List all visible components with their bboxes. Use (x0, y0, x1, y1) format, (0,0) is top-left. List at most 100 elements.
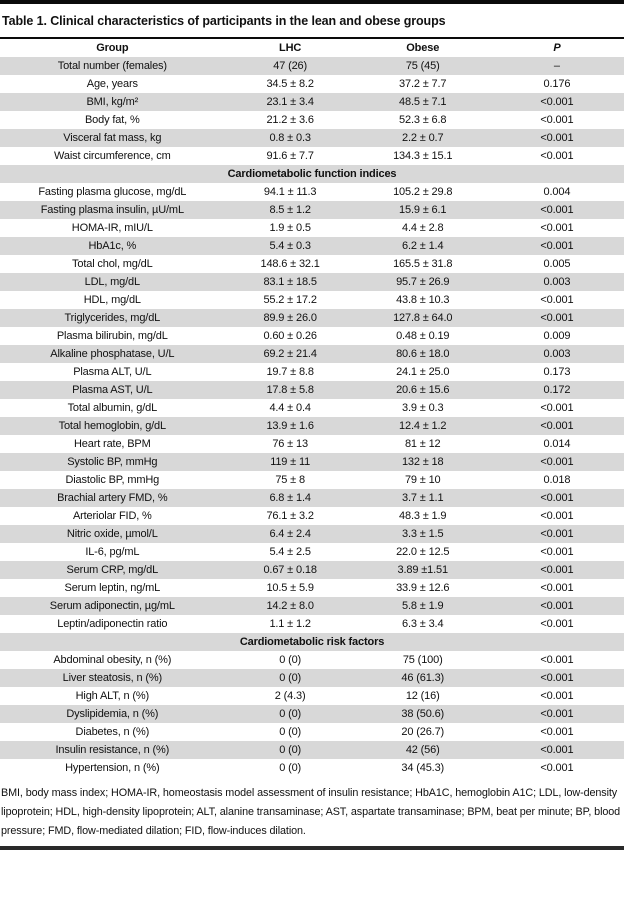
column-header-obese: Obese (355, 39, 490, 57)
p-cell: <0.001 (540, 600, 574, 612)
p-cell: – (553, 60, 560, 72)
group-cell: Fasting plasma glucose, mg/dL (38, 186, 187, 198)
table-row: Heart rate, BPM 76 ± 13 81 ± 12 0.014 (0, 435, 624, 453)
lhc-cell: 23.1 ± 3.4 (266, 96, 314, 108)
lhc-cell: 55.2 ± 17.2 (263, 294, 317, 306)
obese-cell: 79 ± 10 (404, 474, 441, 486)
section-header-row: Cardiometabolic risk factors (0, 633, 624, 651)
obese-cell: 12 (16) (405, 690, 440, 702)
lhc-cell: 148.6 ± 32.1 (260, 258, 320, 270)
obese-cell: 3.7 ± 1.1 (402, 492, 444, 504)
p-cell: <0.001 (540, 222, 574, 234)
table-row: Insulin resistance, n (%) 0 (0) 42 (56) <0.… (0, 741, 624, 759)
p-cell: 0.009 (543, 330, 571, 342)
group-cell: HbA1c, % (88, 240, 137, 252)
p-cell: <0.001 (540, 654, 574, 666)
table-row: High ALT, n (%) 2 (4.3) 12 (16) <0.001 (0, 687, 624, 705)
p-cell: 0.018 (543, 474, 571, 486)
group-cell: Triglycerides, mg/dL (64, 312, 161, 324)
group-cell: Age, years (86, 78, 138, 90)
table-footnote: BMI, body mass index; HOMA-IR, homeostas… (1, 787, 621, 837)
obese-cell: 24.1 ± 25.0 (396, 366, 450, 378)
group-cell: Total albumin, g/dL (67, 402, 158, 414)
table-row: HDL, mg/dL 55.2 ± 17.2 43.8 ± 10.3 <0.001 (0, 291, 624, 309)
p-cell: <0.001 (540, 402, 574, 414)
obese-cell: 48.5 ± 7.1 (399, 96, 447, 108)
p-cell: <0.001 (540, 294, 574, 306)
clinical-characteristics-table: Group LHC Obese P Total number (females)… (0, 39, 624, 777)
table-row: Plasma AST, U/L 17.8 ± 5.8 20.6 ± 15.6 0.17… (0, 381, 624, 399)
p-cell: 0.172 (543, 384, 571, 396)
group-cell: Heart rate, BPM (74, 438, 151, 450)
table-row: Plasma ALT, U/L 19.7 ± 8.8 24.1 ± 25.0 0.17… (0, 363, 624, 381)
obese-cell: 0.48 ± 0.19 (396, 330, 450, 342)
top-rule (0, 0, 624, 4)
obese-cell: 12.4 ± 1.2 (399, 420, 447, 432)
group-cell: Insulin resistance, n (%) (55, 744, 170, 756)
group-cell: LDL, mg/dL (84, 276, 141, 288)
group-cell: Plasma ALT, U/L (73, 366, 152, 378)
obese-cell: 105.2 ± 29.8 (393, 186, 453, 198)
obese-cell: 3.3 ± 1.5 (402, 528, 444, 540)
p-cell: <0.001 (540, 132, 574, 144)
table-row: Plasma bilirubin, mg/dL 0.60 ± 0.26 0.48 ±… (0, 327, 624, 345)
group-cell: Plasma AST, U/L (72, 384, 153, 396)
p-cell: <0.001 (540, 96, 574, 108)
lhc-cell: 14.2 ± 8.0 (266, 600, 314, 612)
obese-cell: 20 (26.7) (401, 726, 445, 738)
group-cell: Diabetes, n (%) (75, 726, 150, 738)
obese-cell: 48.3 ± 1.9 (399, 510, 447, 522)
obese-cell: 134.3 ± 15.1 (393, 150, 453, 162)
p-cell: 0.173 (543, 366, 571, 378)
group-cell: Abdominal obesity, n (%) (53, 654, 172, 666)
lhc-cell: 76 ± 13 (272, 438, 308, 450)
group-cell: Total chol, mg/dL (72, 258, 153, 270)
table-row: Arteriolar FID, % 76.1 ± 3.2 48.3 ± 1.9 <0.… (0, 507, 624, 525)
group-cell: Brachial artery FMD, % (57, 492, 168, 504)
p-cell: 0.003 (543, 276, 571, 288)
lhc-cell: 6.8 ± 1.4 (269, 492, 311, 504)
group-cell: Liver steatosis, n (%) (62, 672, 163, 684)
obese-cell: 6.2 ± 1.4 (402, 240, 444, 252)
p-cell: <0.001 (540, 726, 574, 738)
table-row: Nitric oxide, µmol/L 6.4 ± 2.4 3.3 ± 1.5 <0… (0, 525, 624, 543)
obese-cell: 81 ± 12 (404, 438, 441, 450)
lhc-cell: 0 (0) (279, 654, 302, 666)
lhc-cell: 0 (0) (279, 744, 302, 756)
table-row: Total number (females) 47 (26) 75 (45) – (0, 57, 624, 75)
table-row: IL-6, pg/mL 5.4 ± 2.5 22.0 ± 12.5 <0.001 (0, 543, 624, 561)
lhc-cell: 4.4 ± 0.4 (269, 402, 311, 414)
table-row: Body fat, % 21.2 ± 3.6 52.3 ± 6.8 <0.001 (0, 111, 624, 129)
lhc-cell: 0 (0) (279, 762, 302, 774)
group-cell: Serum leptin, ng/mL (64, 582, 161, 594)
obese-cell: 33.9 ± 12.6 (396, 582, 450, 594)
lhc-cell: 91.6 ± 7.7 (266, 150, 314, 162)
obese-cell: 46 (61.3) (401, 672, 445, 684)
table-row: Diabetes, n (%) 0 (0) 20 (26.7) <0.001 (0, 723, 624, 741)
table-row: Serum adiponectin, µg/mL 14.2 ± 8.0 5.8 ± … (0, 597, 624, 615)
p-cell: <0.001 (540, 510, 574, 522)
lhc-cell: 0 (0) (279, 672, 302, 684)
table-body: Total number (females) 47 (26) 75 (45) – Age… (0, 57, 624, 777)
lhc-cell: 2 (4.3) (274, 690, 306, 702)
table-row: Diastolic BP, mmHg 75 ± 8 79 ± 10 0.018 (0, 471, 624, 489)
table-row: Alkaline phosphatase, U/L 69.2 ± 21.4 80.6… (0, 345, 624, 363)
table-row: HOMA-IR, mIU/L 1.9 ± 0.5 4.4 ± 2.8 <0.001 (0, 219, 624, 237)
p-cell: <0.001 (540, 744, 574, 756)
group-cell: Diastolic BP, mmHg (65, 474, 160, 486)
lhc-cell: 89.9 ± 26.0 (263, 312, 317, 324)
p-cell: <0.001 (540, 240, 574, 252)
lhc-cell: 8.5 ± 1.2 (269, 204, 311, 216)
table-row: Visceral fat mass, kg 0.8 ± 0.3 2.2 ± 0.7 <… (0, 129, 624, 147)
obese-cell: 165.5 ± 31.8 (393, 258, 453, 270)
obese-cell: 80.6 ± 18.0 (396, 348, 450, 360)
lhc-cell: 5.4 ± 0.3 (269, 240, 311, 252)
p-cell: <0.001 (540, 204, 574, 216)
group-cell: Plasma bilirubin, mg/dL (56, 330, 168, 342)
lhc-cell: 75 ± 8 (275, 474, 305, 486)
group-cell: Serum adiponectin, µg/mL (49, 600, 175, 612)
table-row: LDL, mg/dL 83.1 ± 18.5 95.7 ± 26.9 0.003 (0, 273, 624, 291)
section-header-label: Cardiometabolic risk factors (239, 636, 385, 648)
lhc-cell: 69.2 ± 21.4 (263, 348, 317, 360)
